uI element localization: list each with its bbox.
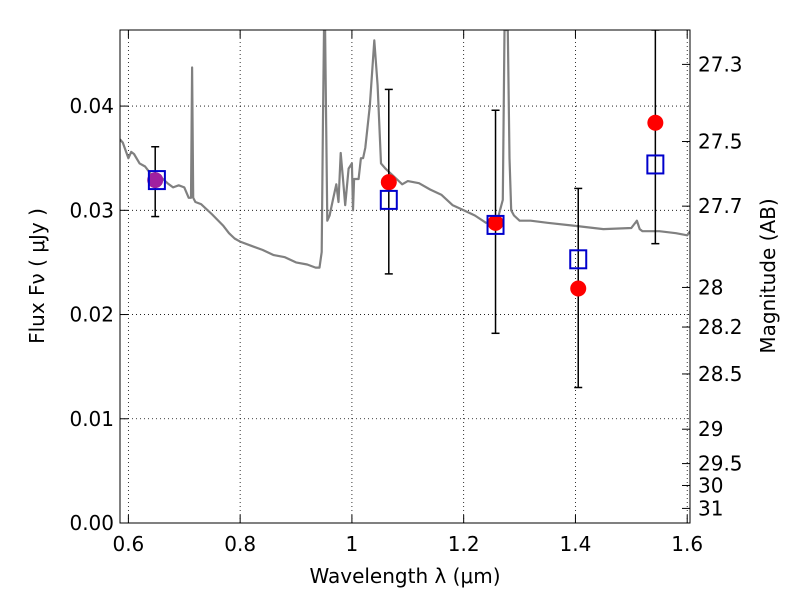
observed-point — [487, 214, 504, 231]
spectrum-line — [120, 30, 690, 269]
model-square — [569, 249, 588, 270]
model-square — [486, 214, 505, 235]
model-square — [379, 189, 398, 210]
y-right-tick-label: 29 — [698, 417, 723, 441]
plot-frame — [119, 29, 691, 524]
y-tick-label: 0.04 — [69, 94, 114, 118]
observed-point — [380, 174, 397, 191]
y-tick-label: 0.01 — [69, 407, 114, 431]
x-tick-label: 1 — [346, 532, 359, 556]
y-right-tick-label: 29.5 — [698, 452, 743, 476]
observed-point — [147, 172, 164, 189]
y-right-tick-label: 27.3 — [698, 52, 743, 76]
plot-content — [120, 30, 690, 389]
y-right-tick-label: 28 — [698, 275, 723, 299]
y-tick-label: 0.02 — [69, 303, 114, 327]
model-square — [147, 170, 166, 191]
x-tick-label: 0.8 — [224, 532, 256, 556]
y-right-tick-label: 27.5 — [698, 130, 743, 154]
x-axis-label: Wavelength λ (μm) — [309, 564, 500, 588]
y-axis-label: Flux Fν ( μJy ) — [25, 208, 49, 344]
x-tick-label: 1.4 — [560, 532, 592, 556]
y-right-tick-label: 28.5 — [698, 362, 743, 386]
model-square — [646, 154, 665, 175]
ticks: 0.6 0.8 1 1.2 1.4 1.6 0.00 0.01 0.02 0.03 0.04 27.3… — [69, 30, 743, 556]
y-right-tick-label: 30 — [698, 473, 723, 497]
observed-point — [570, 280, 587, 297]
observed-point — [647, 114, 664, 131]
y-tick-label: 0.03 — [69, 198, 114, 222]
y-axis-right-label: Magnitude (AB) — [756, 198, 780, 353]
y-right-tick-label: 31 — [698, 496, 723, 520]
series-layer — [120, 30, 690, 389]
y-right-tick-label: 28.2 — [698, 315, 743, 339]
x-tick-label: 0.6 — [112, 532, 144, 556]
y-right-tick-label: 27.7 — [698, 194, 743, 218]
x-tick-label: 1.6 — [671, 532, 703, 556]
plot-area — [120, 30, 690, 523]
x-tick-label: 1.2 — [448, 532, 480, 556]
y-tick-label: 0.00 — [69, 511, 114, 535]
